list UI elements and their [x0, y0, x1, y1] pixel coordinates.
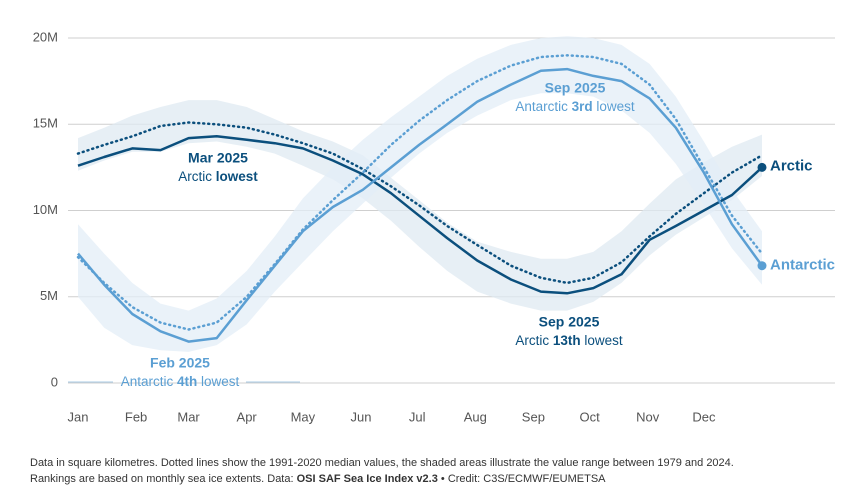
median-line — [76, 54, 764, 331]
x-tick-label: Sep — [522, 409, 545, 424]
y-tick-label: 5M — [40, 288, 58, 303]
x-tick-label: Jun — [350, 409, 371, 424]
range-band — [78, 36, 762, 352]
footnote-part: • Credit: C3S/ECMWF/EUMETSA — [441, 473, 606, 485]
annotation-part: Antarctic — [515, 99, 568, 114]
x-tick-label: Jul — [409, 409, 426, 424]
end-point — [757, 162, 767, 172]
x-tick-label: Apr — [237, 409, 258, 424]
x-tick-label: Mar — [177, 409, 200, 424]
x-tick-label: Feb — [125, 409, 147, 424]
annotation-text: Arctic lowest — [178, 169, 258, 184]
footnote: Rankings are based on monthly sea ice ex… — [30, 473, 606, 485]
y-tick-label: 10M — [33, 202, 58, 217]
y-tick-label: 20M — [33, 29, 58, 44]
series-label: Antarctic — [770, 257, 835, 274]
x-tick-label: Nov — [636, 409, 660, 424]
annotation-title: Feb 2025 — [150, 355, 210, 371]
annotation-part: lowest — [584, 333, 623, 348]
annotation-part: lowest — [216, 169, 259, 184]
footnote-part: Rankings are based on monthly sea ice ex… — [30, 473, 294, 485]
end-point — [757, 261, 767, 271]
annotation-text: Antarctic 4th lowest — [121, 374, 240, 389]
annotation-title: Sep 2025 — [545, 80, 606, 96]
x-tick-label: Dec — [692, 409, 716, 424]
series-line — [77, 67, 764, 343]
annotation-part: Arctic — [178, 169, 212, 184]
annotation-part: 4th — [177, 374, 197, 389]
annotation-part: 3rd — [572, 99, 593, 114]
x-tick-label: Aug — [464, 409, 487, 424]
x-tick-label: May — [291, 409, 316, 424]
series-label: Arctic — [770, 157, 813, 174]
annotation-part: lowest — [201, 374, 240, 389]
annotation-text: Arctic 13th lowest — [515, 333, 623, 348]
annotation-part: Arctic — [515, 333, 549, 348]
series-line — [77, 135, 763, 295]
x-tick-label: Oct — [579, 409, 600, 424]
annotation-title: Sep 2025 — [539, 314, 600, 330]
annotation-text: Antarctic 3rd lowest — [515, 99, 635, 114]
footnote-part: Data in square kilometres. Dotted lines … — [30, 457, 734, 469]
annotation-part: Antarctic — [121, 374, 174, 389]
x-tick-label: Jan — [68, 409, 89, 424]
footnote: Data in square kilometres. Dotted lines … — [30, 457, 734, 469]
y-tick-label: 0 — [51, 374, 58, 389]
footnote-part: OSI SAF Sea Ice Index v2.3 — [297, 473, 438, 485]
annotation-part: lowest — [596, 99, 635, 114]
y-tick-label: 15M — [33, 116, 58, 131]
median-line — [76, 121, 764, 285]
annotation-title: Mar 2025 — [188, 150, 248, 166]
annotation-part: 13th — [553, 333, 581, 348]
